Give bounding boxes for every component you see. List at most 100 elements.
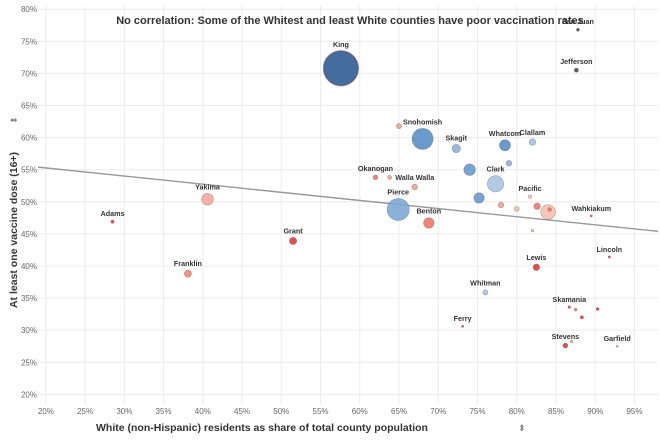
x-tick-label: 65% <box>391 407 407 416</box>
y-tick-label: 25% <box>21 358 37 367</box>
point-label-yakima: Yakima <box>195 182 221 191</box>
x-axis-ticks: 20% 25% 30% 35% 40% 45% 50% 55% 60% 65% 70% 75% 80% 8… <box>38 407 643 416</box>
data-point[interactable] <box>533 202 541 210</box>
data-point-skamania[interactable] <box>567 305 571 309</box>
data-point-ferry[interactable] <box>461 324 464 328</box>
x-tick-label: 80% <box>509 407 525 416</box>
point-label-grant: Grant <box>283 226 303 235</box>
point-labels: King San Juan Jefferson Snohomish Skagit What… <box>101 17 631 343</box>
x-tick-label: 40% <box>195 407 211 416</box>
data-point-san-juan[interactable] <box>576 27 580 32</box>
point-label-skagit: Skagit <box>446 133 468 142</box>
data-point[interactable] <box>540 204 556 220</box>
x-tick-label: 75% <box>469 407 485 416</box>
data-point-skagit[interactable] <box>451 144 461 154</box>
point-label-whitman: Whitman <box>470 279 500 288</box>
data-point-adams[interactable] <box>110 219 115 224</box>
y-tick-label: 35% <box>21 294 37 303</box>
data-point[interactable] <box>473 192 485 204</box>
data-point-king[interactable] <box>322 50 360 87</box>
data-points <box>110 27 619 349</box>
y-tick-label: 30% <box>21 326 37 335</box>
point-label-skamania: Skamania <box>553 295 588 304</box>
trend-line <box>37 166 659 233</box>
point-label-king: King <box>333 40 349 49</box>
data-point-clark[interactable] <box>487 175 504 193</box>
data-point[interactable] <box>579 315 584 320</box>
data-point[interactable] <box>513 206 520 212</box>
x-axis-sort-icon[interactable]: ⬍ <box>518 423 526 433</box>
y-tick-label: 55% <box>21 166 37 175</box>
y-axis-ticks: 20% 25% 30% 35% 40% 45% 50% 55% 60% 65% 70% 75% 80% <box>21 5 37 399</box>
data-point-yakima[interactable] <box>201 193 214 206</box>
x-tick-label: 55% <box>313 407 329 416</box>
point-label-adams: Adams <box>101 209 125 218</box>
x-tick-label: 70% <box>430 407 446 416</box>
data-point[interactable] <box>595 307 600 311</box>
data-point-pierce[interactable] <box>386 198 410 221</box>
data-point[interactable] <box>387 175 392 180</box>
grid-lines <box>38 6 658 404</box>
data-point[interactable] <box>530 229 535 233</box>
x-tick-label: 85% <box>548 407 564 416</box>
data-point-grant[interactable] <box>289 236 298 245</box>
y-axis-sort-icon[interactable]: ⬍ <box>9 116 19 124</box>
data-point-jefferson[interactable] <box>573 67 579 73</box>
point-label-wahkiakum: Wahkiakum <box>571 204 611 213</box>
data-point-whatcom[interactable] <box>499 139 511 152</box>
x-tick-label: 30% <box>116 407 132 416</box>
point-label-garfield: Garfield <box>604 334 631 343</box>
x-axis-label: White (non-Hispanic) residents as share … <box>96 422 428 434</box>
x-tick-label: 50% <box>273 407 289 416</box>
point-label-san-juan: San Juan <box>562 17 594 26</box>
data-point[interactable] <box>497 201 505 209</box>
y-tick-label: 75% <box>21 37 37 46</box>
data-point-pacific[interactable] <box>528 194 533 199</box>
point-label-benton: Benton <box>416 207 441 216</box>
y-tick-label: 45% <box>21 230 37 239</box>
data-point[interactable] <box>396 123 402 129</box>
point-label-walla-walla: Walla Walla <box>395 173 435 182</box>
point-label-okanogan: Okanogan <box>358 164 393 173</box>
data-point-okanogan[interactable] <box>372 174 379 181</box>
x-tick-label: 45% <box>234 407 250 416</box>
data-point[interactable] <box>573 307 578 312</box>
point-label-ferry: Ferry <box>454 314 472 323</box>
data-point-whitman[interactable] <box>482 289 489 296</box>
y-tick-label: 65% <box>21 102 37 111</box>
x-tick-label: 95% <box>626 407 642 416</box>
point-label-clark: Clark <box>487 165 505 174</box>
data-point[interactable] <box>547 207 552 212</box>
data-point-lewis[interactable] <box>532 263 540 271</box>
point-label-pacific: Pacific <box>518 184 541 193</box>
x-tick-label: 25% <box>77 407 93 416</box>
point-label-jefferson: Jefferson <box>560 57 592 66</box>
x-tick-label: 60% <box>352 407 368 416</box>
point-label-whatcom: Whatcom <box>489 129 521 138</box>
data-point-benton[interactable] <box>423 217 435 229</box>
data-point-stevens[interactable] <box>562 342 569 349</box>
data-point[interactable] <box>570 340 574 344</box>
y-tick-label: 50% <box>21 198 37 207</box>
data-point-walla-walla[interactable] <box>411 183 418 191</box>
data-point-snohomish[interactable] <box>411 128 434 150</box>
data-point-wahkiakum[interactable] <box>589 214 593 218</box>
data-point[interactable] <box>463 163 476 176</box>
y-axis-label: At least one vaccine dose (16+) <box>8 152 20 308</box>
y-tick-label: 60% <box>21 134 37 143</box>
data-point[interactable] <box>505 160 513 167</box>
point-label-franklin: Franklin <box>174 259 202 268</box>
point-label-snohomish: Snohomish <box>403 117 442 126</box>
y-tick-label: 20% <box>21 390 37 399</box>
data-point-garfield[interactable] <box>615 344 619 348</box>
y-tick-label: 70% <box>21 69 37 78</box>
data-point-clallam[interactable] <box>528 138 536 146</box>
x-tick-label: 90% <box>587 407 603 416</box>
data-point-lincoln[interactable] <box>607 255 611 259</box>
point-label-clallam: Clallam <box>520 128 546 137</box>
data-point-franklin[interactable] <box>184 269 192 278</box>
point-label-pierce: Pierce <box>387 187 409 196</box>
point-label-lincoln: Lincoln <box>597 245 623 254</box>
